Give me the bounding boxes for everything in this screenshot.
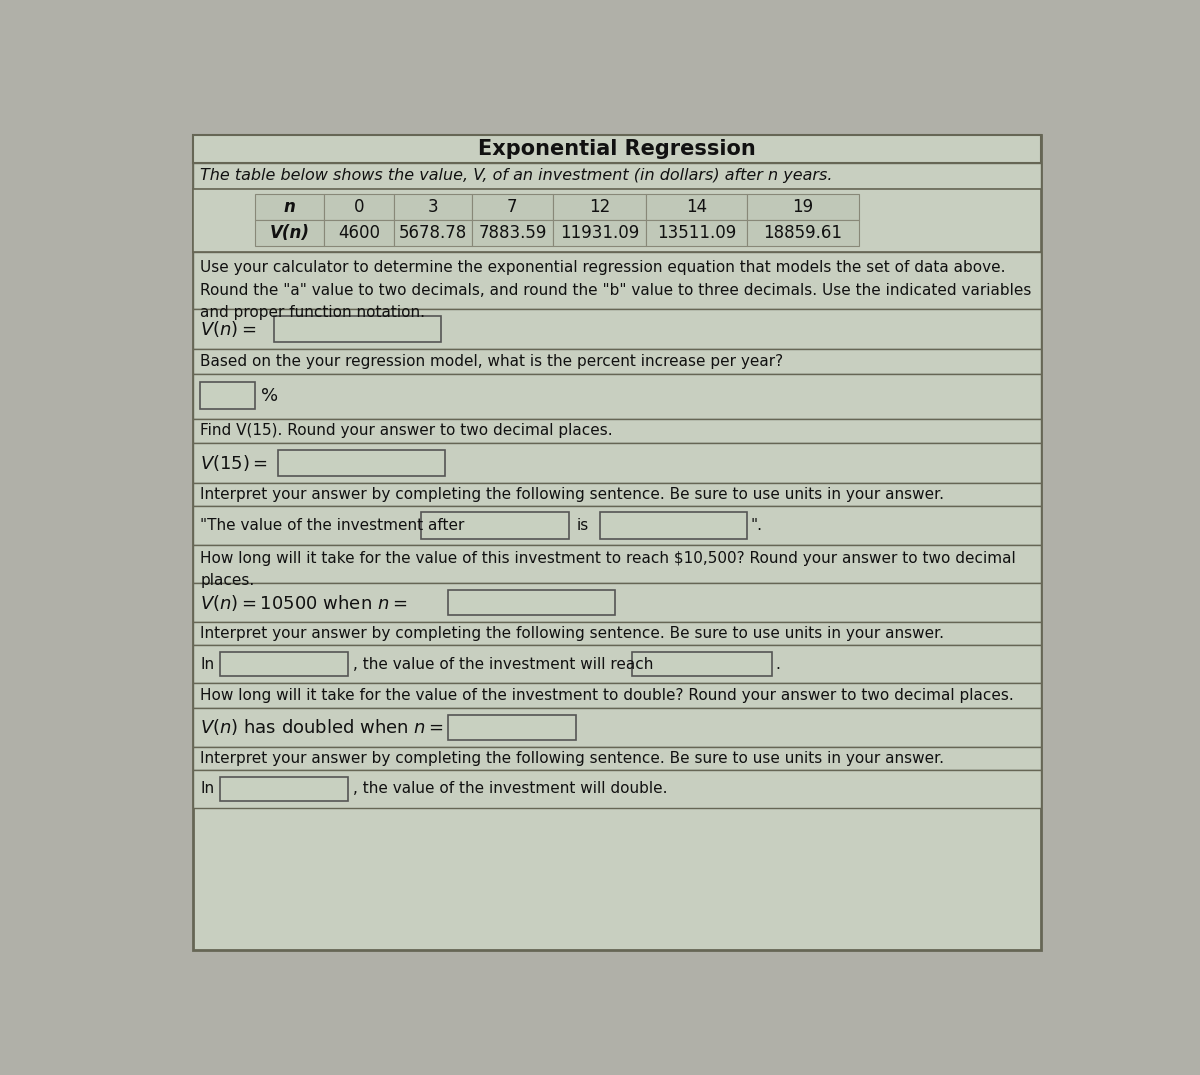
- Text: Interpret your answer by completing the following sentence. Be sure to use units: Interpret your answer by completing the …: [200, 626, 944, 641]
- FancyBboxPatch shape: [193, 418, 1042, 443]
- FancyBboxPatch shape: [449, 590, 616, 615]
- FancyBboxPatch shape: [632, 651, 772, 676]
- FancyBboxPatch shape: [394, 194, 472, 220]
- FancyBboxPatch shape: [193, 483, 1042, 506]
- FancyBboxPatch shape: [193, 621, 1042, 645]
- FancyBboxPatch shape: [193, 189, 1042, 253]
- FancyBboxPatch shape: [421, 513, 569, 539]
- Text: 13511.09: 13511.09: [656, 224, 736, 242]
- FancyBboxPatch shape: [193, 506, 1042, 545]
- Text: How long will it take for the value of this investment to reach $10,500? Round y: How long will it take for the value of t…: [200, 551, 1016, 588]
- FancyBboxPatch shape: [220, 651, 348, 676]
- Text: 5678.78: 5678.78: [398, 224, 467, 242]
- FancyBboxPatch shape: [193, 645, 1042, 684]
- FancyBboxPatch shape: [646, 194, 746, 220]
- Text: 14: 14: [686, 198, 707, 216]
- FancyBboxPatch shape: [324, 220, 394, 246]
- FancyBboxPatch shape: [193, 584, 1042, 621]
- FancyBboxPatch shape: [193, 135, 1042, 163]
- Text: Interpret your answer by completing the following sentence. Be sure to use units: Interpret your answer by completing the …: [200, 487, 944, 502]
- FancyBboxPatch shape: [193, 349, 1042, 374]
- FancyBboxPatch shape: [746, 194, 859, 220]
- Text: $V(n) = 10500$ when $n =$: $V(n) = 10500$ when $n =$: [200, 592, 408, 613]
- FancyBboxPatch shape: [220, 776, 348, 801]
- FancyBboxPatch shape: [472, 194, 553, 220]
- FancyBboxPatch shape: [278, 450, 444, 476]
- FancyBboxPatch shape: [193, 310, 1042, 349]
- FancyBboxPatch shape: [274, 316, 440, 342]
- FancyBboxPatch shape: [193, 746, 1042, 770]
- Text: %: %: [260, 387, 278, 405]
- Text: 11931.09: 11931.09: [560, 224, 640, 242]
- Text: 3: 3: [427, 198, 438, 216]
- FancyBboxPatch shape: [746, 220, 859, 246]
- Text: Exponential Regression: Exponential Regression: [478, 139, 756, 159]
- Text: 4600: 4600: [338, 224, 380, 242]
- FancyBboxPatch shape: [193, 135, 1042, 950]
- FancyBboxPatch shape: [254, 194, 324, 220]
- FancyBboxPatch shape: [553, 220, 646, 246]
- Text: Use your calculator to determine the exponential regression equation that models: Use your calculator to determine the exp…: [200, 260, 1032, 320]
- Text: 0: 0: [354, 198, 365, 216]
- Text: .: .: [775, 657, 780, 672]
- Text: V(n): V(n): [270, 224, 310, 242]
- FancyBboxPatch shape: [193, 374, 1042, 418]
- Text: 12: 12: [589, 198, 610, 216]
- Text: 7: 7: [508, 198, 517, 216]
- Text: ".: ".: [751, 518, 763, 533]
- FancyBboxPatch shape: [193, 684, 1042, 708]
- FancyBboxPatch shape: [193, 253, 1042, 310]
- Text: , the value of the investment will double.: , the value of the investment will doubl…: [353, 782, 667, 797]
- FancyBboxPatch shape: [472, 220, 553, 246]
- Text: In: In: [200, 782, 215, 797]
- Text: Find V(15). Round your answer to two decimal places.: Find V(15). Round your answer to two dec…: [200, 424, 613, 439]
- FancyBboxPatch shape: [449, 715, 576, 740]
- FancyBboxPatch shape: [324, 194, 394, 220]
- Text: 18859.61: 18859.61: [763, 224, 842, 242]
- FancyBboxPatch shape: [193, 545, 1042, 584]
- Text: is: is: [576, 518, 588, 533]
- Text: n: n: [283, 198, 295, 216]
- Text: $V(15) =$: $V(15) =$: [200, 454, 269, 473]
- FancyBboxPatch shape: [193, 163, 1042, 189]
- Text: 19: 19: [792, 198, 814, 216]
- Text: $V(n) =$: $V(n) =$: [200, 319, 257, 340]
- FancyBboxPatch shape: [193, 770, 1042, 808]
- Text: Based on the your regression model, what is the percent increase per year?: Based on the your regression model, what…: [200, 354, 784, 369]
- FancyBboxPatch shape: [600, 513, 746, 539]
- FancyBboxPatch shape: [193, 443, 1042, 483]
- FancyBboxPatch shape: [553, 194, 646, 220]
- FancyBboxPatch shape: [193, 708, 1042, 746]
- FancyBboxPatch shape: [394, 220, 472, 246]
- Text: $V(n)$ has doubled when $n =$: $V(n)$ has doubled when $n =$: [200, 717, 444, 737]
- Text: 7883.59: 7883.59: [478, 224, 546, 242]
- Text: How long will it take for the value of the investment to double? Round your answ: How long will it take for the value of t…: [200, 688, 1014, 703]
- Text: "The value of the investment after: "The value of the investment after: [200, 518, 464, 533]
- Text: Interpret your answer by completing the following sentence. Be sure to use units: Interpret your answer by completing the …: [200, 750, 944, 765]
- FancyBboxPatch shape: [200, 382, 254, 410]
- FancyBboxPatch shape: [254, 220, 324, 246]
- Text: The table below shows the value, V, of an investment (in dollars) after n years.: The table below shows the value, V, of a…: [200, 169, 833, 184]
- FancyBboxPatch shape: [150, 129, 1080, 957]
- FancyBboxPatch shape: [646, 220, 746, 246]
- Text: , the value of the investment will reach: , the value of the investment will reach: [353, 657, 654, 672]
- Text: In: In: [200, 657, 215, 672]
